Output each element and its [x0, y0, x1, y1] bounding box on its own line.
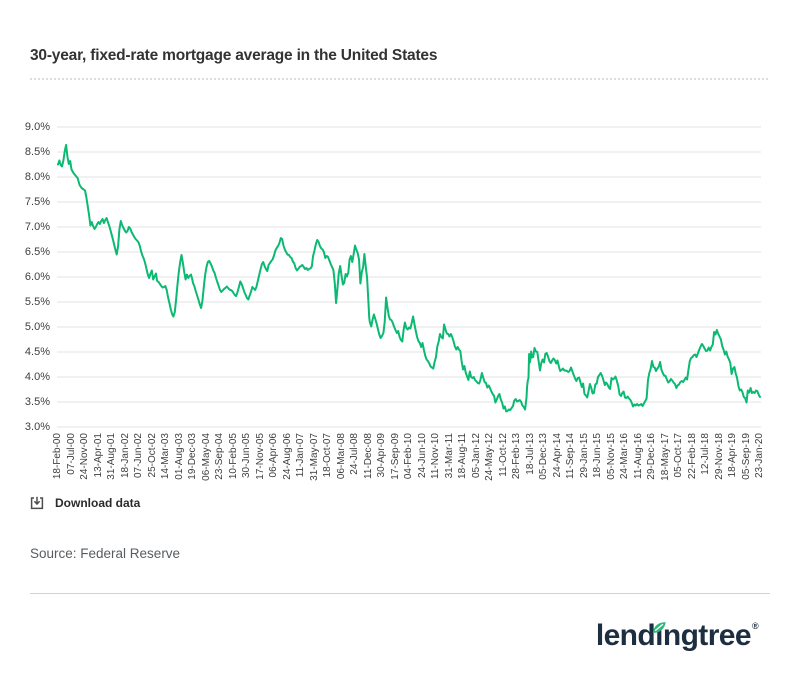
y-axis-label: 5.5% — [24, 296, 50, 308]
y-axis-label: 9.0% — [24, 121, 50, 133]
x-axis-label: 05-Sep-19 — [740, 433, 752, 480]
x-axis-label: 01-Aug-03 — [173, 433, 185, 480]
y-axis-label: 3.5% — [24, 396, 50, 408]
footer-divider — [30, 593, 770, 594]
x-axis-label: 18-Oct-07 — [322, 433, 333, 478]
x-axis-label: 11-Dec-08 — [362, 433, 374, 479]
x-axis-label: 11-Nov-10 — [430, 433, 441, 479]
logo-text-suffix: ngtree — [662, 619, 752, 652]
logo-text-i: ı — [655, 619, 663, 652]
download-data-button[interactable]: Download data — [30, 496, 140, 510]
x-axis-label: 28-Feb-13 — [511, 433, 522, 480]
x-axis-label: 05-Nov-15 — [605, 433, 617, 480]
registered-mark: ® — [751, 621, 759, 631]
x-axis-label: 19-Dec-03 — [187, 433, 198, 480]
x-axis-label: 11-Sep-14 — [565, 433, 576, 479]
x-axis-label: 24-Mar-16 — [619, 433, 630, 480]
x-axis-label: 05-Jan-12 — [470, 433, 482, 479]
x-axis-label: 30-Jun-05 — [241, 433, 252, 479]
x-axis-label: 31-May-07 — [308, 433, 320, 481]
x-axis-label: 25-Oct-02 — [146, 433, 158, 478]
x-axis-label: 24-Jul-08 — [349, 433, 360, 475]
x-axis-label: 29-Nov-18 — [713, 433, 725, 480]
x-axis-label: 17-Sep-09 — [389, 433, 401, 480]
x-axis-label: 24-May-12 — [484, 433, 495, 481]
x-axis-label: 05-Dec-13 — [538, 433, 549, 480]
x-axis-label: 18-May-17 — [659, 433, 671, 481]
x-axis-label: 06-Mar-08 — [335, 433, 347, 480]
y-axis-label: 5.0% — [24, 321, 50, 333]
x-axis-label: 29-Jan-15 — [578, 433, 590, 479]
logo-text-prefix: lend — [595, 619, 656, 652]
x-axis-label: 18-Apr-19 — [727, 433, 738, 478]
y-axis-label: 7.5% — [24, 196, 50, 208]
download-icon — [30, 496, 44, 510]
x-axis-label: 23-Sep-04 — [214, 433, 225, 480]
x-axis-label: 17-Nov-05 — [254, 433, 266, 480]
x-axis-label: 24-Jun-10 — [416, 433, 428, 479]
x-axis-label: 10-Feb-05 — [227, 433, 239, 480]
y-axis-label: 6.0% — [24, 271, 50, 283]
y-axis-label: 8.0% — [24, 171, 50, 183]
y-axis-label: 6.5% — [24, 246, 50, 258]
y-axis-label: 8.5% — [24, 146, 50, 158]
title-divider — [30, 78, 770, 80]
y-axis-label: 4.0% — [24, 371, 50, 383]
x-axis-label: 18-Jun-15 — [592, 433, 603, 479]
page-title: 30-year, fixed-rate mortgage average in … — [30, 47, 438, 64]
x-axis-label: 12-Jul-18 — [700, 433, 711, 475]
x-axis-label: 29-Dec-16 — [646, 433, 657, 480]
x-axis-label: 05-Oct-17 — [673, 433, 684, 478]
x-axis-label: 06-Apr-06 — [268, 433, 279, 478]
y-axis-label: 4.5% — [24, 346, 50, 358]
x-axis-label: 18-Jul-13 — [524, 433, 536, 475]
y-axis-label: 7.0% — [24, 221, 50, 233]
x-axis-label: 11-Jan-07 — [295, 433, 306, 478]
leaf-icon — [651, 607, 667, 647]
y-axis-label: 3.0% — [24, 421, 50, 433]
x-axis-label: 24-Aug-06 — [281, 433, 293, 480]
x-axis-label: 14-Mar-03 — [160, 433, 171, 480]
x-axis-label: 04-Feb-10 — [403, 433, 414, 480]
x-axis-label: 23-Jan-20 — [754, 433, 765, 479]
source-attribution: Source: Federal Reserve — [30, 546, 181, 561]
x-axis-label: 30-Apr-09 — [376, 433, 387, 478]
x-axis-label: 06-May-04 — [200, 433, 212, 481]
x-axis-label: 11-Aug-16 — [632, 433, 644, 479]
download-data-label: Download data — [55, 496, 141, 510]
x-axis-label: 31-Mar-11 — [443, 433, 455, 479]
x-axis-label: 11-Oct-12 — [497, 433, 509, 477]
x-axis-label: 18-Aug-11 — [457, 433, 468, 479]
x-axis-label: 24-Apr-14 — [551, 433, 563, 478]
x-axis-label: 22-Feb-18 — [686, 433, 698, 480]
series-line — [57, 144, 761, 413]
lendingtree-logo: lend ı ngtree ® — [595, 616, 759, 656]
